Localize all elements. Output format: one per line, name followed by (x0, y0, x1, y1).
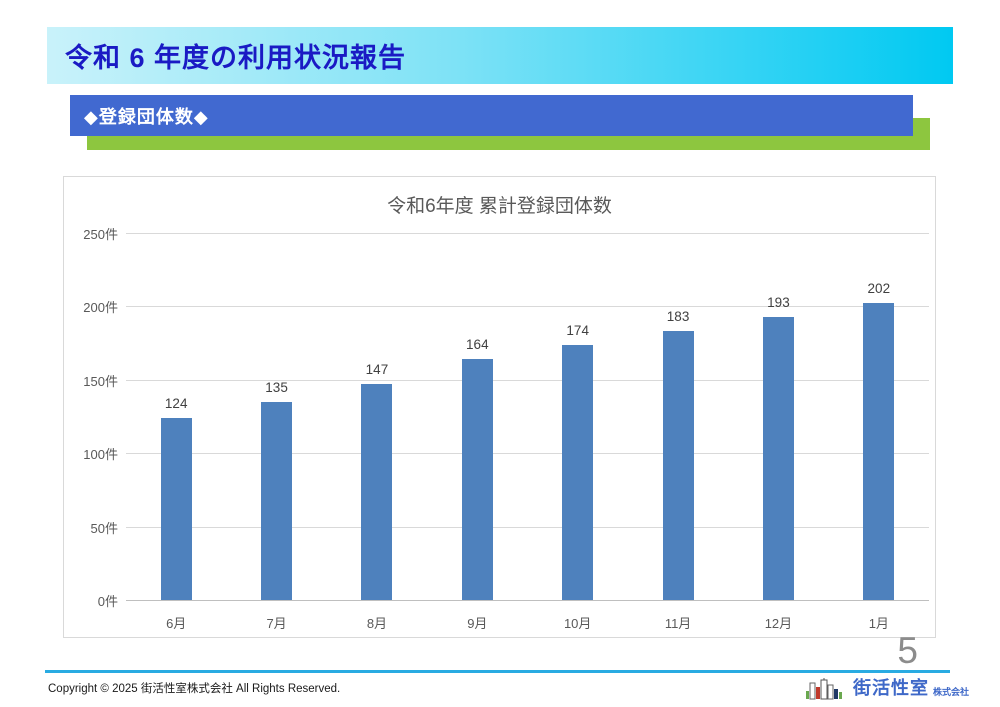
page-number: 5 (897, 630, 918, 671)
bar-value-label: 147 (365, 362, 389, 378)
x-tick-label: 7月 (266, 616, 287, 631)
y-axis-labels: 0件 50件 100件 150件 200件 250件 (64, 227, 118, 609)
slide-title-bar: 令和 6 年度の利用状況報告 (47, 27, 953, 84)
gridline (126, 453, 929, 455)
gridline (126, 526, 929, 528)
x-axis-labels: 6月 7月 8月 9月 10月 11月 12月 1月 (126, 613, 929, 633)
y-tick-label: 200件 (83, 300, 118, 316)
chart-title: 令和6年度 累計登録団体数 (387, 196, 612, 217)
logo-suffix: 株式会社 (933, 687, 970, 697)
city-skyline-icon (806, 678, 842, 700)
bar-8月 (361, 384, 393, 600)
y-tick-label: 0件 (97, 594, 118, 609)
footer-copyright: Copyright © 2025 街活性室株式会社 All Rights Res… (48, 683, 341, 695)
bar-value-label: 124 (164, 395, 188, 411)
x-tick-label: 10月 (563, 616, 592, 631)
gridline (126, 379, 929, 381)
slide-title: 令和 6 年度の利用状況報告 (65, 43, 407, 73)
bar-7月 (261, 401, 293, 600)
x-tick-label: 1月 (868, 616, 889, 631)
y-tick-label: 100件 (83, 447, 118, 463)
bar-10月 (562, 344, 594, 600)
gridline (126, 233, 929, 234)
y-tick-label: 250件 (83, 227, 118, 242)
bar-chart: 令和6年度 累計登録団体数 0件 50件 100件 150件 200件 250件 124 1… (63, 176, 936, 638)
y-tick-label: 150件 (83, 373, 118, 389)
plot-area: 124 135 147 164 174 183 193 202 (126, 233, 929, 601)
company-logo: 街活性室 株式会社 (805, 674, 969, 700)
bar-6月 (160, 417, 192, 600)
bar-value-label: 164 (466, 337, 489, 353)
logo-name: 街活性室 (853, 678, 929, 698)
x-tick-label: 6月 (166, 616, 187, 631)
bar-value-label: 183 (666, 309, 690, 325)
bar-9月 (461, 359, 493, 600)
section-banner-label: ◆登録団体数◆ (84, 106, 209, 127)
x-tick-label: 9月 (467, 616, 488, 631)
gridline (126, 306, 929, 308)
y-tick-label: 50件 (90, 520, 118, 536)
footer-divider (45, 670, 950, 673)
x-tick-label: 12月 (764, 616, 793, 631)
bar-value-label: 202 (867, 281, 891, 297)
bar-12月 (762, 316, 794, 600)
bar-11月 (662, 331, 694, 600)
section-banner: ◆登録団体数◆ (70, 95, 913, 136)
bar-value-label: 193 (767, 294, 790, 310)
bar-value-label: 174 (566, 322, 589, 338)
x-tick-label: 11月 (664, 616, 692, 631)
bar-1月 (863, 303, 895, 600)
bar-value-label: 135 (265, 379, 288, 395)
x-tick-label: 8月 (366, 616, 388, 631)
